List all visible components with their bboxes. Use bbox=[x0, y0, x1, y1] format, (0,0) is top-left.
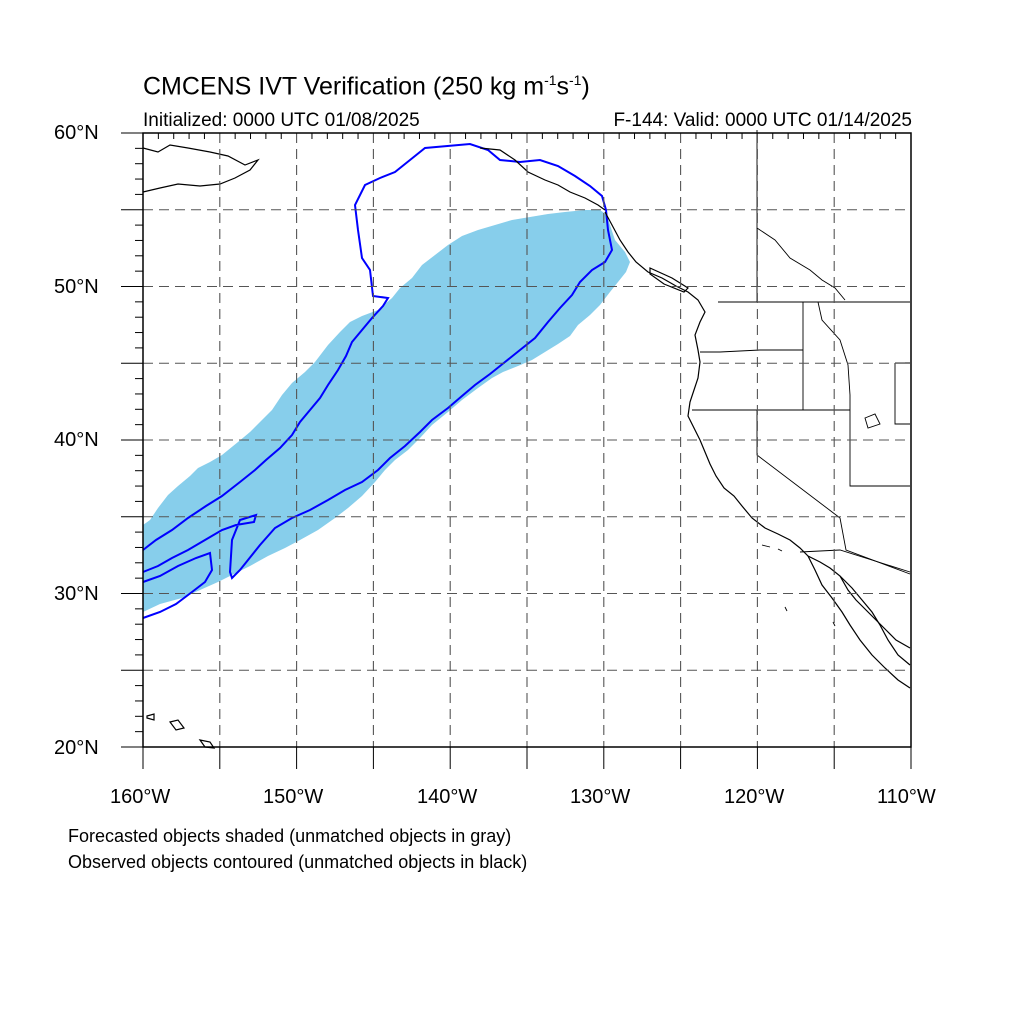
us-mexico-border bbox=[799, 549, 911, 573]
lat-label-50n: 50°N bbox=[54, 276, 99, 298]
arizona-border bbox=[839, 517, 911, 575]
political-borders bbox=[692, 130, 911, 627]
alaska-coast bbox=[142, 144, 260, 193]
chart-title: CMCENS IVT Verification (250 kg m-1s-1) bbox=[143, 72, 590, 101]
lon-label-120w: 120°W bbox=[724, 786, 785, 808]
vancouver-island bbox=[649, 267, 689, 293]
lat-label-30n: 30°N bbox=[54, 583, 99, 605]
observed-contours bbox=[142, 142, 614, 619]
legend-note-observed: Observed objects contoured (unmatched ob… bbox=[68, 852, 528, 872]
wyoming-border bbox=[894, 362, 910, 425]
forecast-object-shaded bbox=[143, 210, 630, 612]
valid-time: F-144: Valid: 0000 UTC 01/14/2025 bbox=[613, 110, 912, 131]
alaska-panhandle-coast bbox=[479, 147, 606, 211]
lon-label-110w: 110°W bbox=[877, 786, 936, 808]
lon-label-160w: 160°W bbox=[110, 786, 171, 808]
initialized-time: Initialized: 0000 UTC 01/08/2025 bbox=[143, 110, 420, 131]
lat-label-40n: 40°N bbox=[54, 429, 99, 451]
legend-note-forecast: Forecasted objects shaded (unmatched obj… bbox=[68, 826, 512, 846]
lat-label-60n: 60°N bbox=[54, 122, 99, 144]
lat-label-20n: 20°N bbox=[54, 737, 99, 759]
lon-label-130w: 130°W bbox=[570, 786, 631, 808]
axis-ticks bbox=[121, 132, 912, 769]
great-salt-lake bbox=[864, 413, 881, 429]
lon-label-150w: 150°W bbox=[263, 786, 324, 808]
baja-coast bbox=[807, 555, 911, 689]
california-nevada-border bbox=[756, 410, 841, 519]
lon-label-140w: 140°W bbox=[417, 786, 478, 808]
lat-lon-grid bbox=[143, 133, 911, 747]
gulf-of-california-coast bbox=[839, 575, 911, 666]
observed-object-main bbox=[142, 142, 614, 580]
observed-object-lower bbox=[142, 551, 214, 619]
canada-interior bbox=[756, 227, 846, 301]
hawaii-islands bbox=[146, 713, 216, 749]
channel-islands bbox=[761, 544, 836, 627]
nevada-utah-border bbox=[849, 410, 910, 487]
washington-oregon-border bbox=[700, 349, 803, 353]
idaho-montana-border bbox=[817, 301, 851, 410]
